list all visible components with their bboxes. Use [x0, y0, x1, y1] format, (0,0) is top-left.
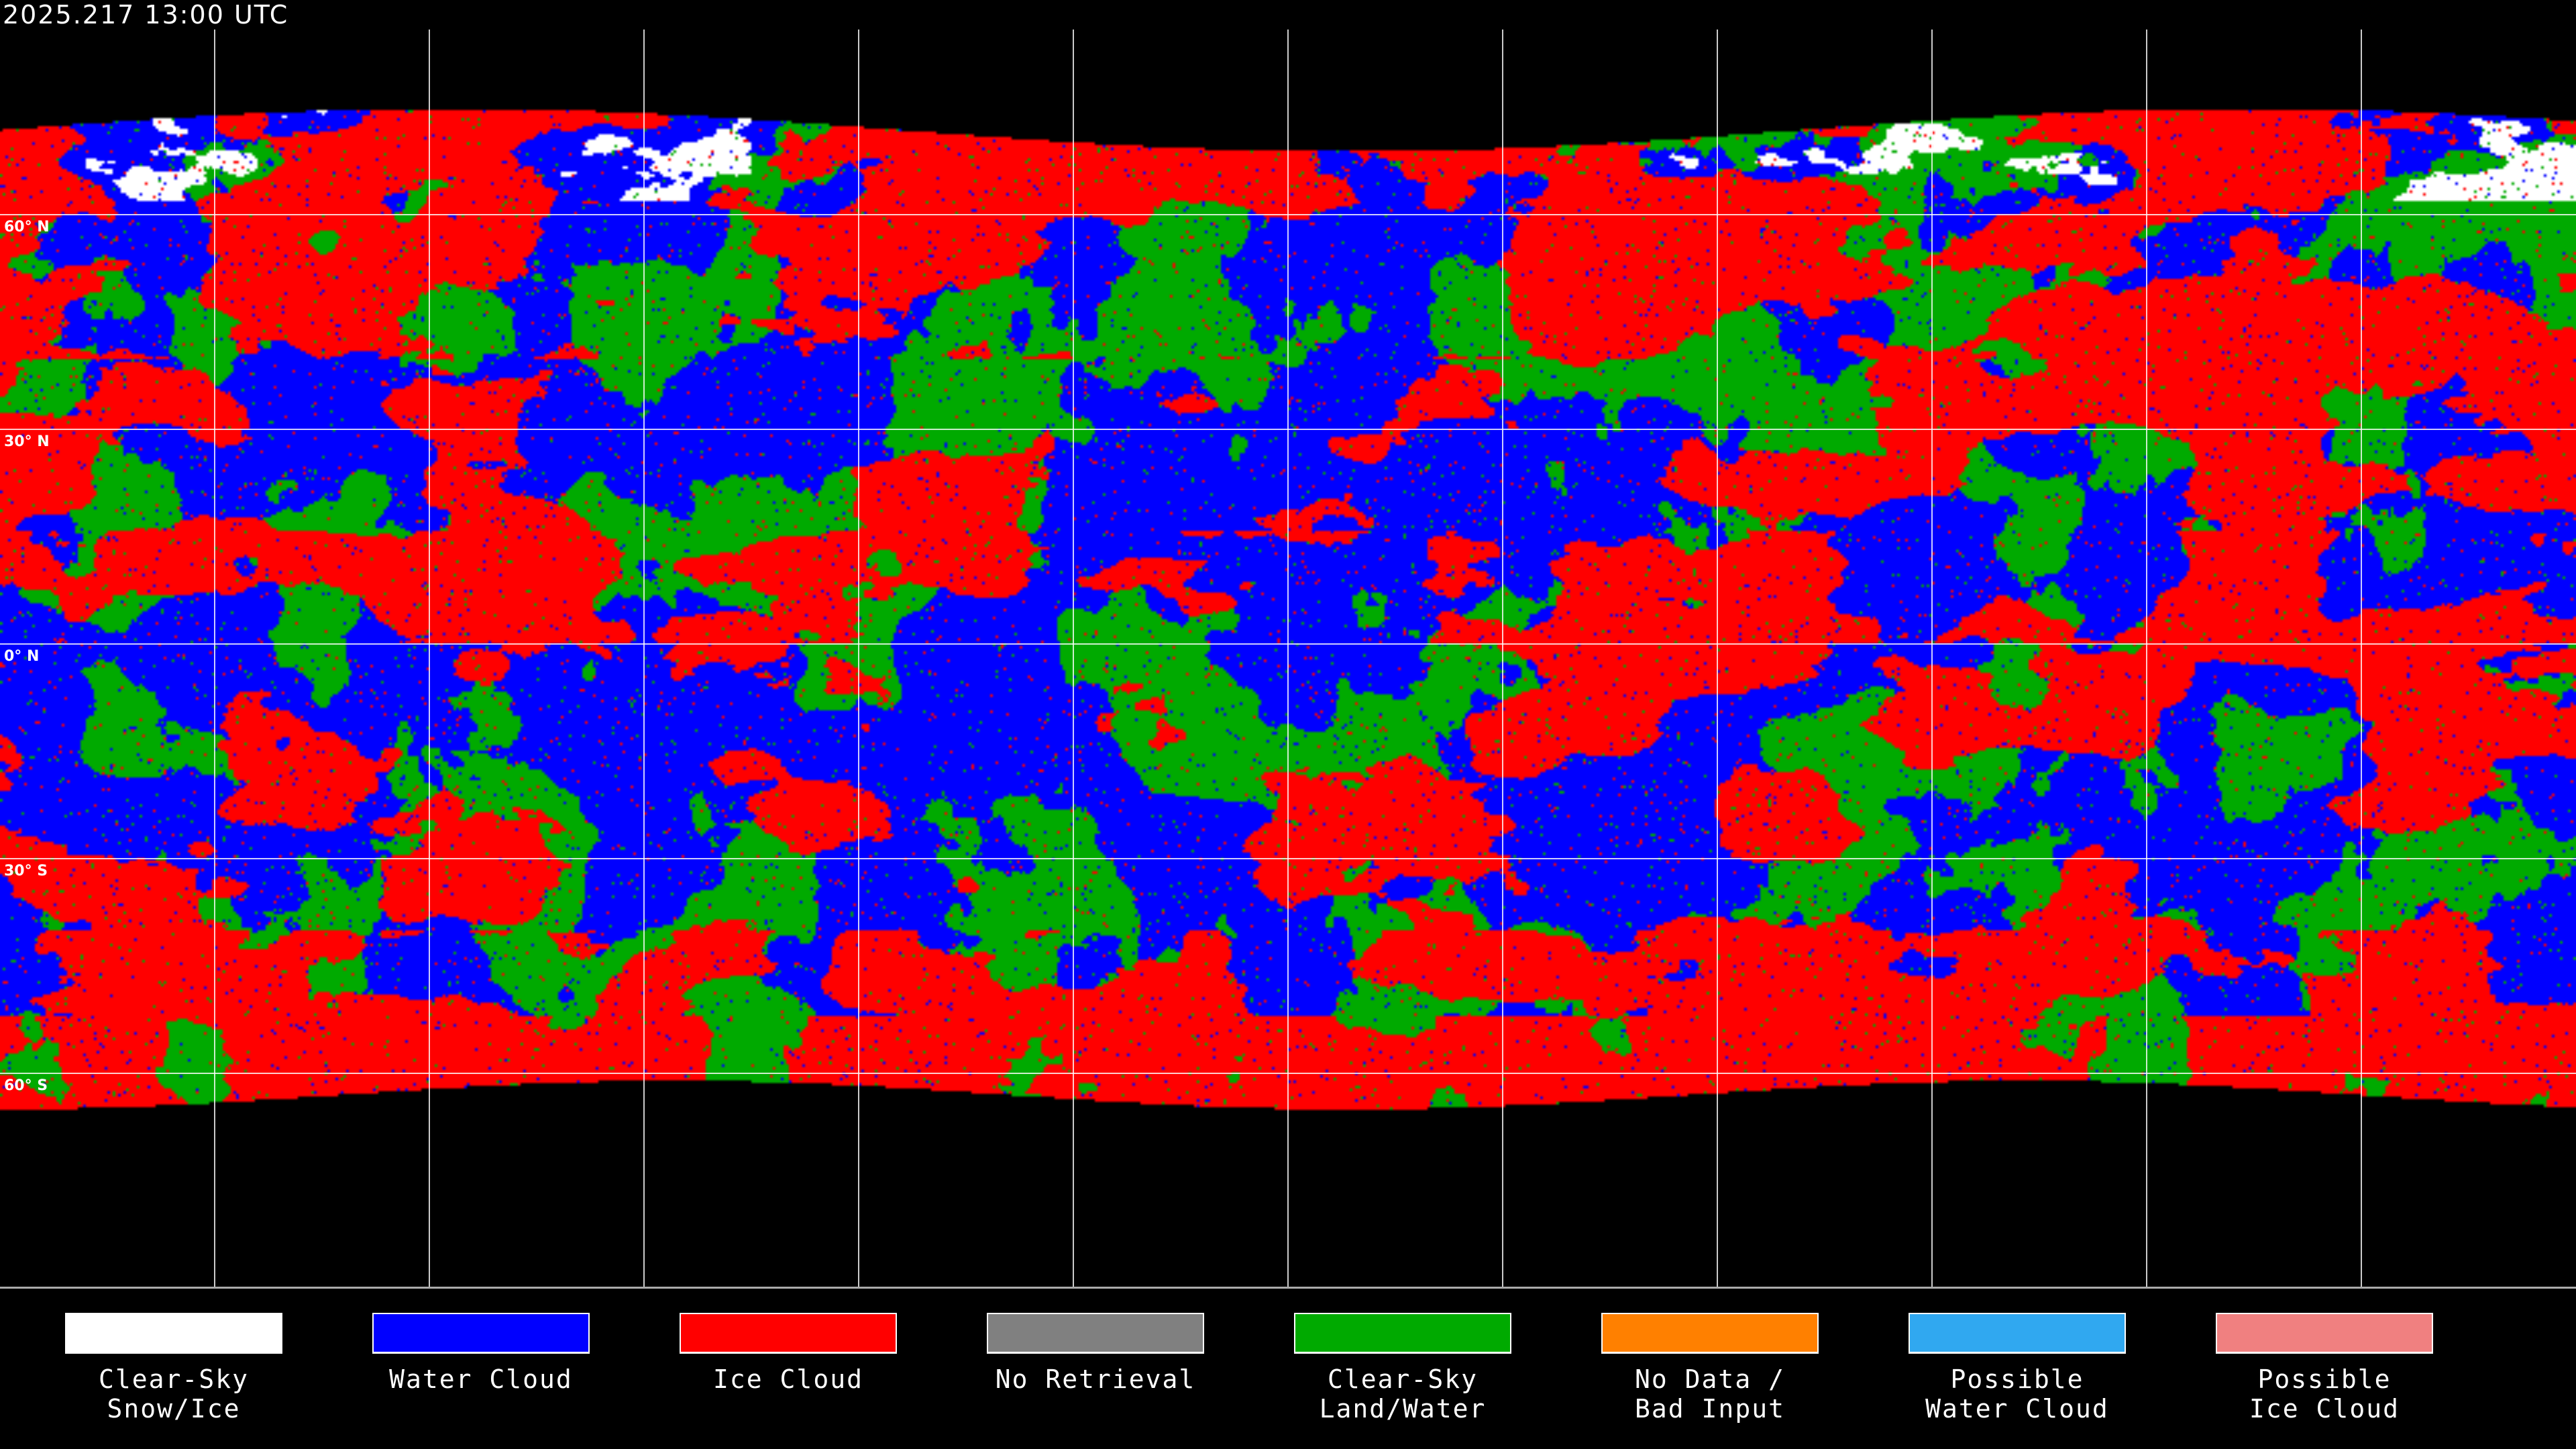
timestamp-title: 2025.217 13:00 UTC — [3, 0, 289, 30]
legend-label: Ice Cloud — [713, 1364, 863, 1394]
legend-item-clear-sky-snow-ice: Clear-Sky Snow/Ice — [65, 1313, 282, 1424]
legend-swatch — [65, 1313, 282, 1354]
map-legend-divider — [0, 1287, 2576, 1289]
legend-label: No Data / Bad Input — [1635, 1364, 1785, 1424]
legend-label: Clear-Sky Snow/Ice — [99, 1364, 249, 1424]
legend-swatch — [680, 1313, 897, 1354]
legend-swatch — [1601, 1313, 1819, 1354]
legend-item-no-data-bad-input: No Data / Bad Input — [1601, 1313, 1819, 1424]
legend-item-ice-cloud: Ice Cloud — [680, 1313, 897, 1394]
legend-item-no-retrieval: No Retrieval — [987, 1313, 1204, 1394]
legend-label: Possible Water Cloud — [1925, 1364, 2109, 1424]
legend-swatch — [1909, 1313, 2126, 1354]
legend-swatch — [372, 1313, 590, 1354]
legend-swatch — [987, 1313, 1204, 1354]
legend-label: Clear-Sky Land/Water — [1319, 1364, 1487, 1424]
legend-item-possible-ice-cloud: Possible Ice Cloud — [2216, 1313, 2433, 1424]
lat-label-30s: 30° S — [4, 863, 48, 879]
legend-item-water-cloud: Water Cloud — [372, 1313, 590, 1394]
legend-item-possible-water-cloud: Possible Water Cloud — [1909, 1313, 2126, 1424]
legend-item-clear-sky-land-water: Clear-Sky Land/Water — [1294, 1313, 1511, 1424]
legend-label: Possible Ice Cloud — [2249, 1364, 2400, 1424]
legend-swatch — [2216, 1313, 2433, 1354]
cloud-phase-map: 2025.217 13:00 UTC 60° N 30° N 0° N 30° … — [0, 0, 2576, 1287]
legend-label: No Retrieval — [995, 1364, 1196, 1394]
legend-swatch — [1294, 1313, 1511, 1354]
legend-label: Water Cloud — [389, 1364, 573, 1394]
lat-label-60s: 60° S — [4, 1077, 48, 1094]
lat-label-30n: 30° N — [4, 433, 50, 450]
lat-label-0: 0° N — [4, 648, 40, 665]
lat-lon-grid — [0, 30, 2576, 1287]
lat-label-60n: 60° N — [4, 219, 50, 235]
